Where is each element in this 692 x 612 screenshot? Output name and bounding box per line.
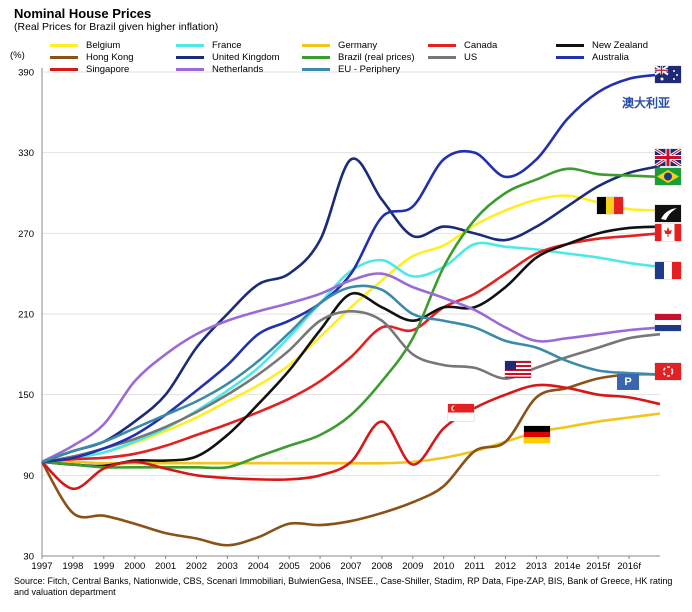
x-tick-label: 2015f bbox=[586, 561, 610, 572]
legend-swatch bbox=[176, 44, 204, 47]
legend-label: Singapore bbox=[86, 64, 130, 75]
legend-label: France bbox=[212, 40, 242, 51]
x-tick-label: 2014e bbox=[554, 561, 580, 572]
netherlands-flag-icon bbox=[655, 314, 681, 331]
australia-flag-icon bbox=[655, 66, 681, 83]
legend: Belgium France Germany Canada New Zealand Hon… bbox=[0, 0, 692, 80]
legend-label: Germany bbox=[338, 40, 378, 51]
legend-swatch bbox=[176, 56, 204, 59]
y-tick-label: 330 bbox=[18, 148, 34, 159]
parking-icon: P bbox=[617, 374, 639, 390]
y-tick-label: 270 bbox=[18, 229, 34, 240]
series-line-us bbox=[41, 310, 661, 464]
legend-label: Brazil (real prices) bbox=[338, 52, 415, 63]
australia-annotation: 澳大利亚 bbox=[622, 96, 671, 110]
y-tick-label: 150 bbox=[18, 390, 34, 401]
legend-swatch bbox=[50, 68, 78, 71]
series-line-singapore bbox=[41, 383, 661, 491]
series-line-netherlands bbox=[41, 272, 661, 464]
legend-swatch bbox=[50, 56, 78, 59]
singapore-flag-icon bbox=[448, 404, 474, 421]
x-tick-label: 1997 bbox=[31, 561, 52, 572]
source-note: Source: Fitch, Central Banks, Nationwide… bbox=[14, 576, 673, 597]
legend-label: New Zealand bbox=[592, 40, 648, 51]
legend-swatch bbox=[428, 44, 456, 47]
legend-item: France bbox=[176, 40, 242, 51]
x-tick-label: 2016f bbox=[617, 561, 641, 572]
legend-swatch bbox=[428, 56, 456, 59]
brazil-flag-icon bbox=[655, 168, 681, 185]
legend-label: Belgium bbox=[86, 40, 121, 51]
legend-item: Hong Kong bbox=[50, 52, 134, 63]
x-tick-label: 2000 bbox=[124, 561, 145, 572]
x-tick-label: 2009 bbox=[402, 561, 423, 572]
france-flag-icon bbox=[655, 262, 681, 279]
series-line-australia bbox=[41, 73, 661, 464]
legend-swatch bbox=[302, 56, 330, 59]
series-line-united-kingdom bbox=[41, 157, 661, 464]
x-tick-label: 2013 bbox=[526, 561, 547, 572]
legend-item: United Kingdom bbox=[176, 52, 280, 63]
series-line-belgium bbox=[41, 194, 661, 464]
y-tick-label: 390 bbox=[18, 68, 34, 79]
y-tick-label: 90 bbox=[23, 471, 34, 482]
y-tick-label: 210 bbox=[18, 310, 34, 321]
chart-title: Nominal House Prices bbox=[14, 6, 152, 21]
series-line-eu-periphery bbox=[41, 284, 661, 464]
series-line-brazil-real-prices bbox=[41, 167, 661, 470]
legend-item: Germany bbox=[302, 40, 377, 51]
x-tick-label: 2005 bbox=[279, 561, 300, 572]
legend-item: Canada bbox=[428, 40, 497, 51]
legend-item: New Zealand bbox=[556, 40, 648, 51]
hong-kong-flag-icon bbox=[655, 363, 681, 380]
legend-label: United Kingdom bbox=[212, 52, 280, 63]
series-line-new-zealand bbox=[41, 225, 661, 468]
series-line-france bbox=[41, 241, 661, 464]
legend-item: Brazil (real prices) bbox=[302, 52, 415, 63]
y-tick-label: 30 bbox=[23, 552, 34, 563]
new-zealand-flag-icon bbox=[655, 205, 681, 222]
x-tick-label: 1999 bbox=[93, 561, 114, 572]
legend-label: EU - Periphery bbox=[338, 64, 401, 75]
x-tick-label: 2006 bbox=[310, 561, 331, 572]
x-tick-label: 2002 bbox=[186, 561, 207, 572]
series-line-hong-kong bbox=[40, 372, 661, 547]
legend-swatch bbox=[556, 44, 584, 47]
legend-swatch bbox=[556, 56, 584, 59]
x-tick-label: 2010 bbox=[433, 561, 454, 572]
x-tick-label: 2012 bbox=[495, 561, 516, 572]
legend-item: Netherlands bbox=[176, 64, 263, 75]
x-tick-label: 2004 bbox=[248, 561, 269, 572]
legend-item: Singapore bbox=[50, 64, 129, 75]
legend-item: US bbox=[428, 52, 477, 63]
x-tick-label: 1998 bbox=[62, 561, 83, 572]
legend-swatch bbox=[302, 68, 330, 71]
belgium-flag-icon bbox=[597, 197, 623, 214]
legend-item: EU - Periphery bbox=[302, 64, 400, 75]
canada-flag-icon bbox=[655, 224, 681, 241]
legend-label: Hong Kong bbox=[86, 52, 134, 63]
x-tick-label: 2011 bbox=[464, 561, 484, 572]
legend-item: Australia bbox=[556, 52, 629, 63]
x-tick-label: 2001 bbox=[155, 561, 176, 572]
legend-label: US bbox=[464, 52, 478, 63]
uk-flag-icon bbox=[655, 149, 681, 166]
germany-flag-icon bbox=[524, 426, 550, 443]
chart-subtitle: (Real Prices for Brazil given higher inf… bbox=[14, 21, 219, 33]
legend-item: Belgium bbox=[50, 40, 120, 51]
x-tick-label: 2007 bbox=[340, 561, 361, 572]
legend-swatch bbox=[302, 44, 330, 47]
legend-swatch bbox=[50, 44, 78, 47]
y-axis-unit: (%) bbox=[10, 50, 25, 61]
x-tick-label: 2008 bbox=[371, 561, 392, 572]
us-flag-icon bbox=[505, 361, 531, 378]
x-tick-label: 2003 bbox=[217, 561, 238, 572]
legend-label: Netherlands bbox=[212, 64, 264, 75]
legend-label: Australia bbox=[592, 52, 629, 63]
legend-swatch bbox=[176, 68, 204, 71]
legend-label: Canada bbox=[464, 40, 498, 51]
